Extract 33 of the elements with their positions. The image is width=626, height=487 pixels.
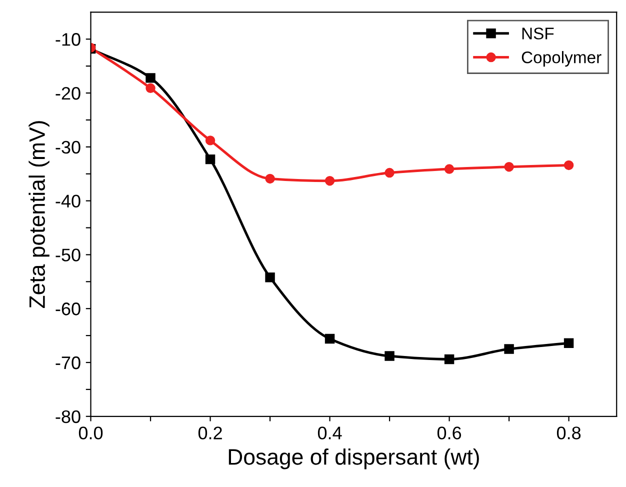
x-tick-label: 0.0 bbox=[78, 426, 103, 440]
point bbox=[146, 83, 156, 94]
point bbox=[265, 174, 275, 184]
point bbox=[504, 344, 514, 354]
point bbox=[205, 136, 216, 146]
point bbox=[384, 168, 394, 178]
y-tick-label: -80 bbox=[56, 410, 80, 424]
point bbox=[324, 334, 335, 344]
point bbox=[564, 160, 574, 170]
y-tick-label: -70 bbox=[56, 356, 80, 370]
x-tick-label: 0.4 bbox=[318, 426, 342, 440]
y-tick-label: -60 bbox=[56, 302, 80, 316]
point bbox=[384, 351, 394, 361]
y-tick-label: -10 bbox=[56, 33, 80, 46]
legend-label: Copolymer bbox=[522, 51, 602, 67]
x-tick-label: 0.6 bbox=[437, 426, 462, 440]
point bbox=[504, 162, 514, 172]
point bbox=[265, 272, 275, 282]
y-tick-label: -20 bbox=[56, 86, 80, 100]
y-tick-label: -50 bbox=[56, 248, 80, 262]
x-tick-label: 0.2 bbox=[198, 426, 222, 440]
legend-label: NSF bbox=[522, 28, 554, 40]
y-tick-label: -30 bbox=[56, 140, 80, 154]
point bbox=[205, 154, 216, 164]
point bbox=[444, 354, 454, 364]
point bbox=[324, 176, 335, 186]
y-axis-title: Zeta potential (mV) bbox=[28, 121, 50, 308]
x-tick-label: 0.8 bbox=[556, 426, 581, 440]
point bbox=[564, 338, 574, 348]
point bbox=[146, 73, 156, 83]
x-axis-title: Dosage of dispersant (wt) bbox=[228, 448, 479, 470]
point bbox=[444, 164, 454, 174]
y-tick-label: -40 bbox=[56, 194, 80, 208]
